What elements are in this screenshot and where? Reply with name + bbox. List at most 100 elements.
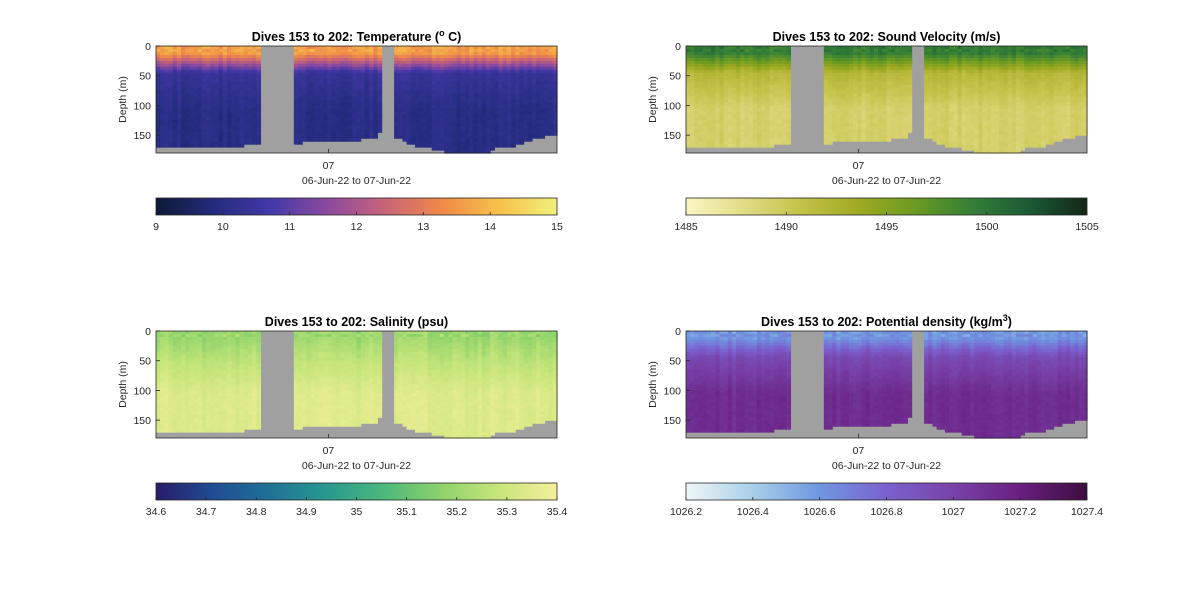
heatmap-cell bbox=[193, 90, 199, 95]
heatmap-cell bbox=[243, 126, 249, 130]
heatmap-cell bbox=[356, 129, 362, 133]
heatmap-cell bbox=[189, 87, 195, 92]
heatmap-cell bbox=[894, 72, 900, 77]
heatmap-cell bbox=[440, 126, 445, 130]
heatmap-cell bbox=[978, 123, 984, 127]
heatmap-cell bbox=[727, 81, 733, 86]
heatmap-cell bbox=[844, 51, 850, 56]
heatmap-cell bbox=[924, 102, 929, 107]
heatmap-cell bbox=[715, 84, 721, 89]
heatmap-cell bbox=[949, 81, 954, 86]
heatmap-cell bbox=[544, 78, 550, 83]
heatmap-cell bbox=[840, 84, 846, 89]
heatmap-cell bbox=[247, 111, 253, 115]
heatmap-cell bbox=[460, 111, 466, 115]
heatmap-cell bbox=[873, 132, 879, 136]
heatmap-cell bbox=[352, 75, 358, 80]
heatmap-cell bbox=[293, 90, 299, 95]
heatmap-cell bbox=[318, 60, 324, 65]
heatmap-cell bbox=[414, 51, 420, 56]
heatmap-cell bbox=[431, 114, 437, 118]
heatmap-cell bbox=[861, 75, 867, 80]
heatmap-cell bbox=[990, 114, 996, 118]
heatmap-cell bbox=[444, 108, 449, 112]
heatmap-cell bbox=[848, 102, 854, 107]
heatmap-cell bbox=[982, 57, 988, 62]
heatmap-cell bbox=[515, 46, 521, 50]
heatmap-cell bbox=[222, 57, 228, 62]
heatmap-cell bbox=[869, 60, 875, 65]
heatmap-cell bbox=[193, 46, 199, 50]
heatmap-cell bbox=[243, 96, 249, 101]
heatmap-cell bbox=[511, 60, 516, 65]
heatmap-cell bbox=[894, 102, 900, 107]
heatmap-cell bbox=[986, 84, 992, 89]
heatmap-cell bbox=[189, 78, 195, 83]
heatmap-cell bbox=[448, 135, 454, 139]
heatmap-cell bbox=[306, 60, 312, 65]
heatmap-cell bbox=[719, 123, 725, 127]
heatmap-cell bbox=[218, 123, 224, 127]
heatmap-cell bbox=[936, 60, 942, 65]
heatmap-cell bbox=[527, 93, 533, 98]
heatmap-cell bbox=[348, 46, 353, 50]
heatmap-cell bbox=[903, 87, 908, 92]
heatmap-cell bbox=[460, 105, 466, 110]
heatmap-cell bbox=[957, 84, 963, 89]
heatmap-cell bbox=[511, 99, 516, 104]
heatmap-cell bbox=[156, 144, 161, 148]
heatmap-cell bbox=[227, 46, 232, 50]
heatmap-cell bbox=[335, 126, 341, 130]
heatmap-cell bbox=[156, 46, 161, 50]
heatmap-cell bbox=[853, 84, 858, 89]
heatmap-cell bbox=[777, 60, 783, 65]
heatmap-cell bbox=[953, 102, 959, 107]
heatmap-cell bbox=[185, 126, 191, 130]
heatmap-cell bbox=[990, 126, 996, 130]
heatmap-cell bbox=[511, 126, 516, 130]
heatmap-cell bbox=[995, 72, 1000, 77]
heatmap-cell bbox=[970, 126, 975, 130]
heatmap-cell bbox=[848, 48, 854, 53]
heatmap-cell bbox=[932, 69, 938, 74]
heatmap-cell bbox=[440, 102, 445, 107]
heatmap-cell bbox=[731, 99, 737, 104]
heatmap-cell bbox=[540, 60, 546, 65]
heatmap-cell bbox=[719, 66, 725, 71]
heatmap-cell bbox=[406, 117, 412, 121]
heatmap-cell bbox=[252, 132, 257, 136]
heatmap-cell bbox=[907, 111, 913, 115]
heatmap-cell bbox=[364, 114, 370, 118]
heatmap-cell bbox=[957, 141, 963, 145]
heatmap-cell bbox=[706, 90, 712, 95]
heatmap-cell bbox=[323, 78, 328, 83]
heatmap-cell bbox=[210, 78, 216, 83]
heatmap-cell bbox=[452, 66, 458, 71]
heatmap-cell bbox=[490, 57, 495, 62]
heatmap-cell bbox=[940, 99, 946, 104]
heatmap-cell bbox=[873, 60, 879, 65]
heatmap-cell bbox=[414, 105, 420, 110]
heatmap-cell bbox=[444, 126, 449, 130]
heatmap-cell bbox=[706, 84, 712, 89]
heatmap-cell bbox=[485, 108, 491, 112]
heatmap-cell bbox=[932, 99, 938, 104]
heatmap-cell bbox=[477, 46, 483, 50]
heatmap-cell bbox=[853, 87, 858, 92]
heatmap-cell bbox=[773, 66, 779, 71]
heatmap-cell bbox=[711, 66, 716, 71]
heatmap-cell bbox=[201, 84, 207, 89]
heatmap-cell bbox=[227, 105, 232, 110]
heatmap-cell bbox=[727, 66, 733, 71]
heatmap-cell bbox=[540, 135, 546, 139]
heatmap-cell bbox=[882, 111, 888, 115]
heatmap-cell bbox=[740, 69, 746, 74]
heatmap-cell bbox=[431, 138, 437, 142]
heatmap-cell bbox=[974, 117, 979, 121]
heatmap-cell bbox=[903, 102, 908, 107]
heatmap-cell bbox=[490, 132, 495, 136]
heatmap-cell bbox=[339, 90, 345, 95]
heatmap-cell bbox=[218, 93, 224, 98]
heatmap-cell bbox=[706, 129, 712, 133]
heatmap-cell bbox=[823, 117, 829, 121]
